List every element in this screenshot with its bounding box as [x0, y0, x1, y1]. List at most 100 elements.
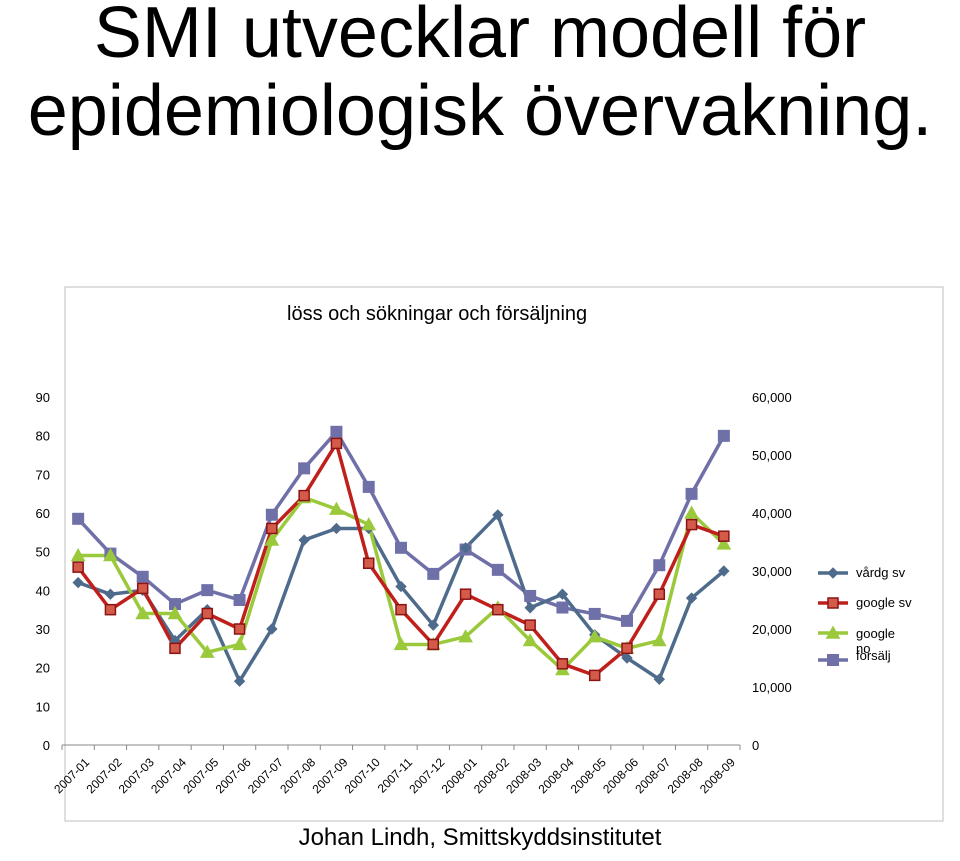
right-axis-tick-label: 20,000 [752, 622, 792, 637]
data-point-series-4 [717, 429, 730, 442]
data-point-series-3 [232, 636, 247, 651]
data-point-series-2 [330, 437, 343, 450]
data-point-series-1 [104, 588, 117, 600]
data-point-series-2 [395, 603, 407, 616]
data-point-series-2 [685, 518, 698, 531]
data-point-series-2 [201, 607, 214, 620]
data-point-series-1 [653, 673, 665, 685]
slide-title-line-1: SMI utvecklar modell för [93, 0, 867, 73]
chart-frame [64, 286, 944, 822]
data-point-series-4 [653, 559, 666, 572]
data-point-series-1 [266, 623, 278, 635]
data-point-series-2 [718, 530, 730, 542]
data-point-series-4 [330, 425, 343, 438]
data-point-series-2 [556, 658, 569, 670]
left-axis-tick-label: 40 [36, 583, 50, 598]
data-point-series-1 [524, 602, 536, 614]
data-point-series-4 [524, 589, 537, 602]
data-point-series-2 [298, 489, 310, 502]
data-point-series-4 [362, 480, 375, 493]
data-point-series-1 [427, 619, 439, 631]
data-point-series-3 [393, 636, 409, 651]
left-axis-tick-label: 70 [36, 467, 50, 482]
slide-title-line-2: epidemiologisk övervakning. [27, 71, 933, 151]
right-axis-tick-label: 0 [752, 738, 759, 753]
data-point-series-1 [718, 565, 730, 577]
data-point-series-3 [651, 633, 667, 647]
data-point-series-3 [135, 606, 151, 620]
chart-title: löss och sökningar och försäljning [287, 303, 587, 325]
data-point-series-3 [199, 644, 215, 658]
right-axis-tick-label: 60,000 [752, 390, 792, 405]
data-point-series-4 [201, 584, 214, 597]
left-axis-tick-label: 50 [36, 545, 50, 560]
legend-label-1: vårdg sv [856, 565, 906, 580]
data-point-series-3 [264, 532, 280, 546]
data-point-series-2 [233, 623, 246, 635]
left-axis-tick-label: 60 [36, 506, 50, 521]
legend-label-3: google no [856, 626, 895, 656]
legend-marker-1 [827, 567, 839, 579]
data-point-series-1 [395, 580, 407, 593]
left-axis-tick-label: 90 [36, 390, 50, 405]
data-point-series-3 [361, 517, 377, 531]
data-point-series-1 [330, 522, 343, 535]
footer-credit: Johan Lindh, Smittskyddsinstitutet [298, 824, 662, 851]
data-point-series-4 [72, 512, 85, 525]
data-point-series-1 [621, 652, 633, 664]
data-point-series-4 [685, 487, 698, 500]
data-point-series-2 [362, 557, 375, 570]
right-axis-tick-label: 30,000 [752, 564, 792, 579]
data-point-series-2 [621, 642, 633, 655]
legend-marker-2 [827, 597, 839, 609]
data-point-series-1 [298, 534, 310, 546]
data-point-series-4 [427, 567, 440, 580]
data-point-series-2 [524, 619, 536, 631]
data-point-series-2 [72, 561, 84, 573]
data-point-series-4 [556, 601, 569, 614]
data-point-series-3 [103, 548, 118, 562]
data-point-series-3 [587, 629, 603, 643]
data-point-series-2 [104, 603, 117, 616]
data-point-series-2 [588, 669, 601, 682]
left-axis-tick-label: 20 [36, 661, 50, 676]
data-point-series-3 [716, 536, 732, 550]
legend-label-2: google sv [856, 595, 912, 610]
data-point-series-3 [684, 505, 699, 519]
right-axis-tick-label: 10,000 [752, 680, 792, 695]
data-point-series-2 [136, 582, 149, 595]
data-point-series-1 [72, 576, 84, 589]
data-point-series-4 [491, 563, 504, 576]
data-point-series-1 [459, 542, 472, 554]
data-point-series-3 [329, 501, 344, 515]
data-point-series-4 [621, 614, 633, 627]
legend-label-4: försäljsv [856, 648, 891, 678]
data-point-series-4 [298, 462, 311, 475]
left-axis-tick-label: 10 [36, 699, 50, 714]
data-point-series-4 [395, 541, 407, 554]
legend-marker-3 [825, 625, 841, 639]
data-point-series-1 [492, 509, 504, 521]
data-point-series-3 [70, 548, 86, 562]
data-point-series-4 [136, 570, 149, 583]
legend-marker-4 [827, 654, 839, 666]
data-point-series-2 [653, 588, 666, 600]
data-point-series-3 [458, 629, 473, 643]
left-axis-tick-label: 30 [36, 622, 50, 637]
data-point-series-1 [556, 588, 569, 600]
data-point-series-4 [233, 594, 246, 606]
right-axis-tick-label: 40,000 [752, 506, 792, 521]
data-point-series-3 [522, 633, 538, 647]
data-point-series-4 [588, 607, 601, 620]
left-axis-tick-label: 80 [36, 429, 50, 444]
data-point-series-2 [459, 588, 472, 600]
left-axis-tick-label: 0 [43, 738, 50, 753]
data-point-series-2 [266, 522, 278, 535]
data-point-series-3 [167, 606, 183, 620]
slide-title: SMI utvecklar modell för epidemiologisk … [0, 0, 960, 150]
data-point-series-1 [685, 592, 698, 604]
data-point-series-2 [492, 603, 504, 616]
data-point-series-4 [265, 508, 278, 521]
